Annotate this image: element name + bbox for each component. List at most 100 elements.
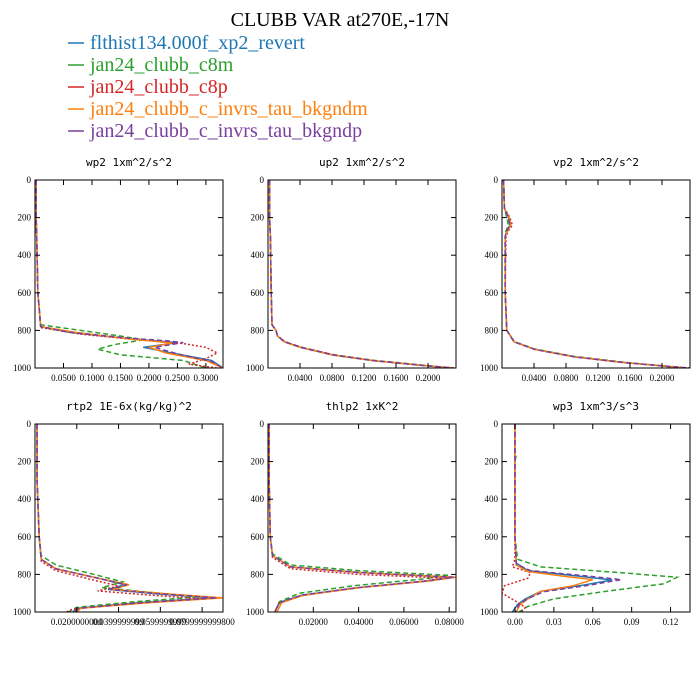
y-tick-label: 800 xyxy=(485,325,499,335)
series-line xyxy=(502,180,687,368)
panel-2: up2 1xm^2/s^2 0 200 400 600 800 1000 0.0400 0.08… xyxy=(246,156,457,383)
series-line xyxy=(36,424,199,612)
y-tick-label: 600 xyxy=(251,288,265,298)
x-tick-label: 0.0800 xyxy=(554,373,579,383)
series-line xyxy=(36,424,223,612)
series-line xyxy=(268,180,456,368)
panel-6: wp3 1xm^3/s^3 0 200 400 600 800 1000 0.00 0.03 0.… xyxy=(480,400,691,627)
series-line xyxy=(502,424,532,612)
y-tick-label: 800 xyxy=(251,325,265,335)
x-tick-label: 0.09 xyxy=(624,617,640,627)
legend-entry: jan24_clubb_c8p xyxy=(89,76,228,98)
series-line xyxy=(502,180,690,368)
x-tick-label: 0.2000 xyxy=(650,373,675,383)
x-tick-label: 0.03 xyxy=(546,617,562,627)
x-tick-label: 0.06000 xyxy=(389,617,419,627)
series-line xyxy=(502,180,687,368)
y-tick-label: 400 xyxy=(251,494,265,504)
series-line xyxy=(268,180,453,368)
y-tick-label: 600 xyxy=(251,532,265,542)
y-tick-label: 200 xyxy=(251,213,265,223)
x-tick-label: 0.2000 xyxy=(416,373,441,383)
x-tick-label: 0.0400 xyxy=(522,373,547,383)
x-tick-label: 0.0200000000 xyxy=(51,617,103,627)
y-tick-label: 1000 xyxy=(13,363,32,373)
legend-entry: jan24_clubb_c8m xyxy=(89,54,234,76)
x-tick-label: 0.2500 xyxy=(165,373,190,383)
y-tick-label: 200 xyxy=(18,213,32,223)
series-line xyxy=(35,180,223,368)
series-line xyxy=(35,180,223,368)
series-line xyxy=(502,180,683,368)
y-tick-label: 200 xyxy=(485,457,499,467)
panel-title: wp2 1xm^2/s^2 xyxy=(86,156,172,169)
panel-title: wp3 1xm^3/s^3 xyxy=(553,400,639,413)
x-tick-label: 0.1200 xyxy=(586,373,611,383)
y-tick-label: 1000 xyxy=(13,607,32,617)
series-line xyxy=(35,180,207,368)
y-tick-label: 0 xyxy=(260,419,265,429)
y-tick-label: 600 xyxy=(485,532,499,542)
x-tick-label: 0.02000 xyxy=(299,617,329,627)
x-tick-label: 0.2000 xyxy=(137,373,162,383)
series-line xyxy=(268,424,450,612)
panel-3: vp2 1xm^2/s^2 0 200 400 600 800 1000 0.0400 0.08… xyxy=(480,156,691,383)
series-line xyxy=(268,424,454,612)
x-tick-label: 0.06 xyxy=(585,617,601,627)
y-tick-label: 0 xyxy=(494,175,499,185)
y-tick-label: 0 xyxy=(260,175,265,185)
y-tick-label: 400 xyxy=(251,250,265,260)
x-tick-label: 0.1200 xyxy=(352,373,377,383)
y-tick-label: 0 xyxy=(27,175,32,185)
y-tick-label: 200 xyxy=(18,457,32,467)
y-tick-label: 1000 xyxy=(246,363,265,373)
legend: flthist134.000f_xp2_revertjan24_clubb_c8… xyxy=(68,32,368,142)
plot-frame xyxy=(34,179,224,369)
x-tick-label: 0.1600 xyxy=(618,373,643,383)
y-tick-label: 1000 xyxy=(480,607,499,617)
y-tick-label: 600 xyxy=(18,288,32,298)
plot-frame xyxy=(501,423,691,613)
series-line xyxy=(35,180,223,368)
x-tick-label: 0.0399999999 xyxy=(93,617,145,627)
y-tick-label: 800 xyxy=(485,569,499,579)
y-tick-label: 400 xyxy=(18,494,32,504)
series-line xyxy=(268,424,456,612)
figure-title: CLUBB VAR at270E,-17N xyxy=(231,9,450,31)
plot-frame xyxy=(267,179,457,369)
x-tick-label: 0.1500 xyxy=(108,373,133,383)
x-tick-label: 0.3000 xyxy=(194,373,219,383)
y-tick-label: 1000 xyxy=(480,363,499,373)
y-tick-label: 0 xyxy=(494,419,499,429)
series-line xyxy=(35,180,219,368)
x-tick-label: 0.0800 xyxy=(320,373,345,383)
y-tick-label: 600 xyxy=(485,288,499,298)
panel-title: thlp2 1xK^2 xyxy=(326,400,399,413)
x-tick-label: 0.1600 xyxy=(384,373,409,383)
x-tick-label: 0.08000 xyxy=(435,617,465,627)
y-tick-label: 800 xyxy=(18,325,32,335)
x-tick-label: 0.12 xyxy=(663,617,679,627)
series-line xyxy=(502,180,688,368)
series-line xyxy=(514,424,622,612)
x-tick-label: 0.0500 xyxy=(51,373,76,383)
x-tick-label: 0.1000 xyxy=(80,373,105,383)
legend-entry: jan24_clubb_c_invrs_tau_bkgndm xyxy=(89,98,368,120)
series-line xyxy=(268,180,453,368)
series-line xyxy=(268,180,449,368)
y-tick-label: 0 xyxy=(27,419,32,429)
panel-title: up2 1xm^2/s^2 xyxy=(319,156,405,169)
y-tick-label: 1000 xyxy=(246,607,265,617)
y-tick-label: 200 xyxy=(485,213,499,223)
x-tick-label: 0.00 xyxy=(507,617,523,627)
plot-frame xyxy=(34,423,224,613)
x-tick-label: 0.0400 xyxy=(288,373,313,383)
x-tick-label: 0.0799999999800 xyxy=(169,617,235,627)
x-tick-label: 0.0599999999 xyxy=(134,617,186,627)
y-tick-label: 200 xyxy=(251,457,265,467)
series-line xyxy=(268,424,454,612)
legend-entry: jan24_clubb_c_invrs_tau_bkgndp xyxy=(89,120,362,142)
plot-frame xyxy=(267,423,457,613)
panel-title: rtp2 1E-6x(kg/kg)^2 xyxy=(66,400,192,413)
